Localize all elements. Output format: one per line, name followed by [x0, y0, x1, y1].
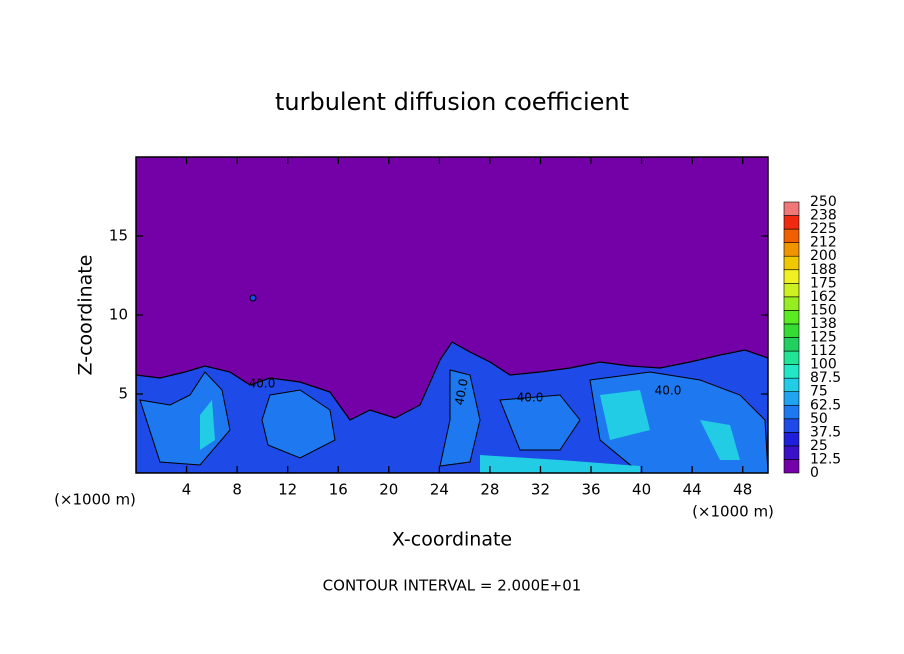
x-tick-label: 48	[733, 481, 752, 499]
x-tick-label: 28	[480, 481, 499, 499]
x-tick-label: 12	[278, 481, 297, 499]
colorbar-segment	[783, 459, 800, 474]
x-tick-label: 32	[531, 481, 550, 499]
contour-label: 40.0	[249, 377, 276, 391]
colorbar-label: 138	[810, 316, 837, 332]
colorbar-label: 162	[810, 289, 837, 305]
colorbar-segment	[783, 269, 800, 284]
colorbar-segment	[783, 350, 800, 365]
colorbar-label: 12.5	[810, 451, 841, 467]
colorbar-label: 238	[810, 208, 837, 224]
colorbar-segment	[783, 228, 800, 243]
colorbar-segment	[783, 377, 800, 392]
contour-label: 40.0	[452, 378, 470, 407]
colorbar-label: 87.5	[810, 370, 841, 386]
colorbar-segment	[783, 296, 800, 311]
colorbar-label: 150	[810, 302, 837, 318]
chart-title: turbulent diffusion coefficient	[275, 88, 629, 116]
colorbar-segment	[783, 404, 800, 420]
x-unit-label: (×1000 m)	[692, 503, 774, 521]
field-blob	[249, 294, 257, 302]
y-tick-label: 10	[109, 306, 128, 324]
colorbar-segment	[783, 432, 800, 447]
colorbar-segment	[783, 255, 800, 271]
field-lighter	[200, 390, 740, 473]
contour-label: 40.0	[655, 384, 682, 398]
colorbar-segment	[783, 310, 800, 325]
x-tick-label: 40	[632, 481, 651, 499]
colorbar-segment	[783, 323, 800, 338]
colorbar-segment	[783, 364, 800, 379]
y-tick-label: 5	[118, 385, 128, 403]
colorbar-segment	[783, 201, 800, 216]
x-tick-label: 8	[232, 481, 242, 499]
colorbar-segment	[783, 418, 800, 433]
x-tick-label: 44	[683, 481, 702, 499]
y-tick-label: 15	[109, 227, 128, 245]
colorbar-label: 100	[810, 357, 837, 373]
contour-label: 40.0	[517, 391, 544, 405]
field	[136, 157, 768, 473]
colorbar-label: 112	[810, 343, 837, 359]
colorbar-segment	[783, 337, 800, 352]
colorbar-segment	[783, 282, 800, 298]
colorbar-label: 250	[810, 194, 837, 210]
colorbar-label: 62.5	[810, 397, 841, 413]
colorbar-segment	[783, 445, 800, 460]
colorbar-segment	[783, 215, 800, 230]
colorbar-label: 0	[810, 465, 819, 481]
colorbar-segment	[783, 242, 800, 257]
colorbar-label: 175	[810, 275, 837, 291]
x-axis-label: X-coordinate	[392, 529, 512, 551]
colorbar-label: 75	[810, 384, 828, 400]
x-tick-label: 20	[379, 481, 398, 499]
y-axis-label: Z-coordinate	[75, 255, 97, 376]
colorbar-segment	[783, 391, 800, 406]
colorbar-label: 25	[810, 438, 828, 454]
colorbar-label: 200	[810, 248, 837, 264]
colorbar-label: 125	[810, 330, 837, 346]
x-tick-label: 24	[430, 481, 449, 499]
x-tick-label: 16	[329, 481, 348, 499]
x-tick-label: 4	[182, 481, 192, 499]
colorbar-label: 212	[810, 235, 837, 251]
colorbar-label: 225	[810, 221, 837, 237]
y-unit-label: (×1000 m)	[54, 491, 136, 509]
colorbar-label: 188	[810, 262, 837, 278]
colorbar-label: 37.5	[810, 424, 841, 440]
colorbar-label: 50	[810, 411, 828, 427]
x-tick-label: 36	[581, 481, 600, 499]
annotation: CONTOUR INTERVAL = 2.000E+01	[323, 577, 582, 595]
